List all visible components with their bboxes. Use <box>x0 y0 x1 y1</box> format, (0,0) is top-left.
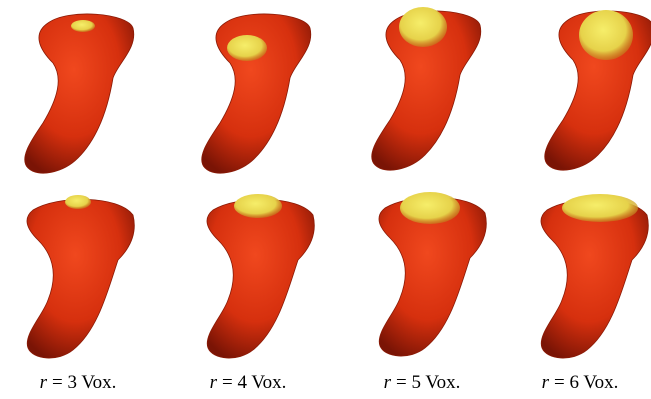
mesh-render <box>27 195 134 358</box>
mesh-render <box>541 194 648 358</box>
mesh-render <box>25 14 134 173</box>
caption: r= 4 Vox. <box>168 372 328 394</box>
symbol: r <box>384 372 391 393</box>
renders <box>0 0 651 370</box>
mesh-render <box>379 192 486 356</box>
mesh-render <box>372 7 481 170</box>
row-bottom <box>27 192 648 358</box>
symbol: r <box>542 372 549 393</box>
symbol: r <box>40 372 47 393</box>
caption: r= 3 Vox. <box>0 372 158 394</box>
caption-text: = 5 Vox. <box>396 372 460 393</box>
symbol: r <box>210 372 217 393</box>
row-top <box>25 7 651 173</box>
caption-text: = 4 Vox. <box>222 372 286 393</box>
caption-text: = 6 Vox. <box>554 372 618 393</box>
caption: r= 5 Vox. <box>342 372 502 394</box>
mesh-render <box>545 10 651 170</box>
mesh-render <box>202 14 311 173</box>
caption: r= 6 Vox. <box>500 372 651 394</box>
mesh-render <box>207 194 314 358</box>
caption-text: = 3 Vox. <box>52 372 116 393</box>
figure: r= 3 Vox. r= 4 Vox. r= 5 Vox. r= 6 Vox. … <box>0 0 651 399</box>
